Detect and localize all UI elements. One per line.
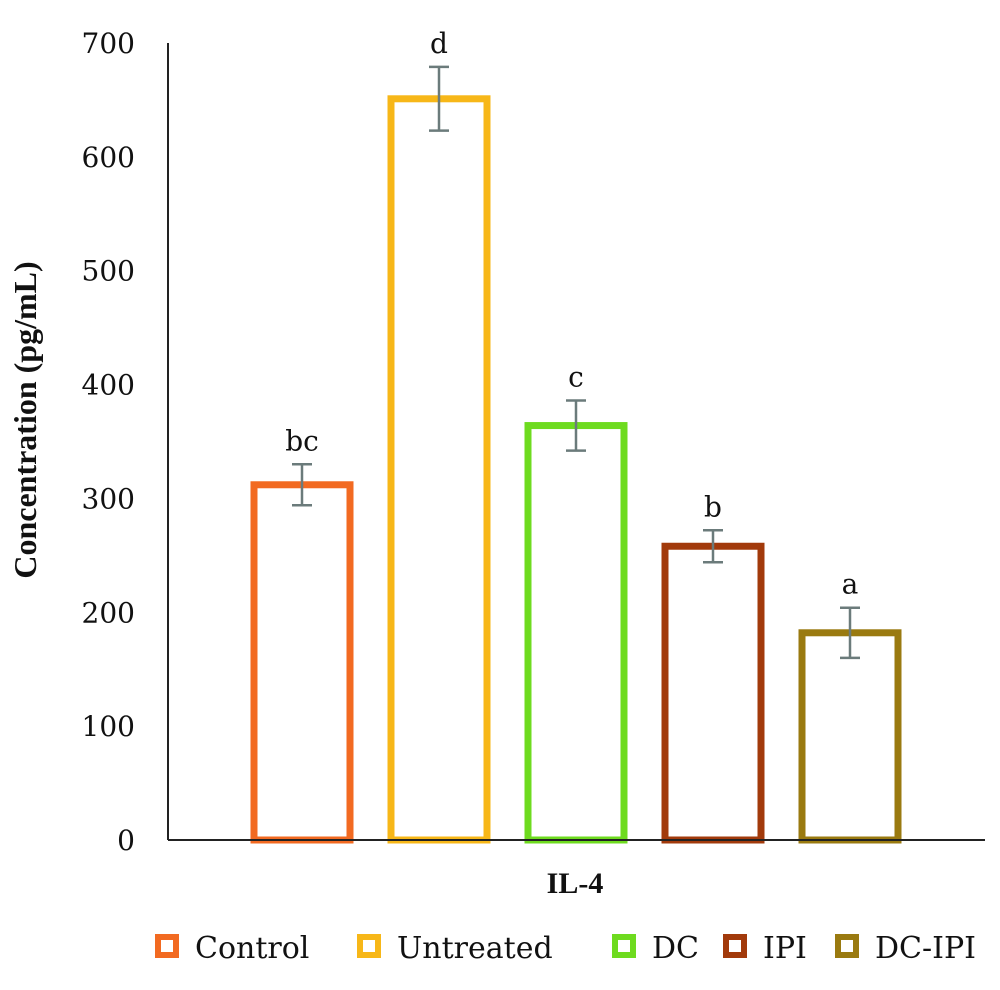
legend: Control Untreated DC IPI DC-IPI: [155, 931, 976, 966]
legend-label: Untreated: [397, 931, 553, 966]
legend-label: IPI: [763, 931, 807, 966]
legend-label: DC: [652, 931, 699, 966]
significance-label: c: [568, 361, 584, 394]
y-tick-label: 700: [82, 27, 135, 60]
significance-label: bc: [285, 424, 319, 457]
legend-swatch: [835, 934, 859, 958]
bar: [661, 542, 765, 844]
y-tick-label: 300: [82, 482, 135, 515]
legend-label: Control: [195, 931, 309, 966]
legend-label: DC-IPI: [875, 931, 976, 966]
significance-label: b: [704, 490, 722, 523]
legend-swatch: [357, 934, 381, 958]
significance-label: d: [430, 27, 448, 60]
legend-swatch: [723, 934, 747, 958]
y-tick-label: 400: [82, 369, 135, 402]
bar: [524, 422, 628, 844]
bars: bc d c b a: [250, 27, 902, 844]
y-axis-label: Concentration (pg/mL): [7, 261, 43, 578]
y-tick-label: 600: [82, 141, 135, 174]
y-tick-label: 500: [82, 255, 135, 288]
legend-swatch: [155, 934, 179, 958]
y-axis: 0 100 200 300 400 500 600 700: [82, 27, 169, 857]
y-tick-label: 100: [82, 710, 135, 743]
y-tick-label: 0: [117, 824, 135, 857]
y-tick-label: 200: [82, 596, 135, 629]
bar: [250, 481, 354, 844]
legend-swatch: [612, 934, 636, 958]
bar: [387, 95, 491, 844]
x-category-label: IL-4: [547, 867, 604, 900]
significance-label: a: [842, 568, 859, 601]
bar: [798, 629, 902, 844]
